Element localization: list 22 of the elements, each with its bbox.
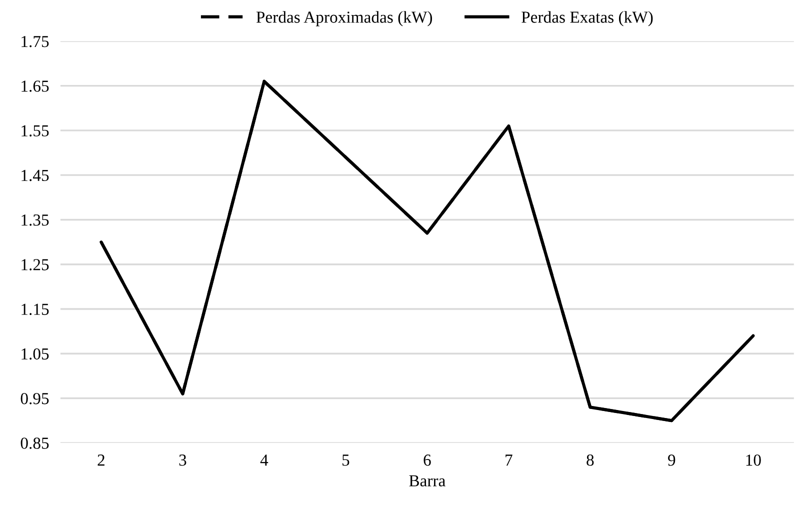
y-tick-label: 1.25 — [22, 259, 49, 270]
legend-label: Perdas Exatas (kW) — [522, 11, 653, 26]
x-tick-label: 6 — [424, 454, 431, 466]
y-tick-label: 1.75 — [22, 36, 49, 48]
y-tick-label: 1.35 — [22, 214, 49, 226]
legend-label: Perdas Aproximadas (kW) — [256, 11, 432, 26]
x-axis-title: Barra — [409, 475, 446, 486]
y-tick-label: 1.15 — [22, 304, 49, 316]
x-tick-label: 8 — [586, 454, 594, 466]
y-tick-label: 1.05 — [22, 348, 49, 360]
x-tick-label: 4 — [260, 454, 268, 466]
y-tick-label: 1.45 — [22, 170, 49, 182]
y-tick-label: 1.55 — [22, 125, 49, 136]
y-tick-label: 1.65 — [22, 80, 49, 92]
x-tick-label: 2 — [98, 454, 104, 466]
x-tick-label: 10 — [746, 454, 761, 466]
y-tick-label: 0.95 — [20, 392, 49, 404]
x-tick-label: 5 — [342, 454, 350, 466]
x-tick-label: 7 — [506, 454, 512, 466]
x-tick-label: 3 — [179, 454, 186, 466]
y-tick-label: 0.85 — [20, 438, 49, 449]
x-tick-label: 9 — [668, 454, 676, 466]
